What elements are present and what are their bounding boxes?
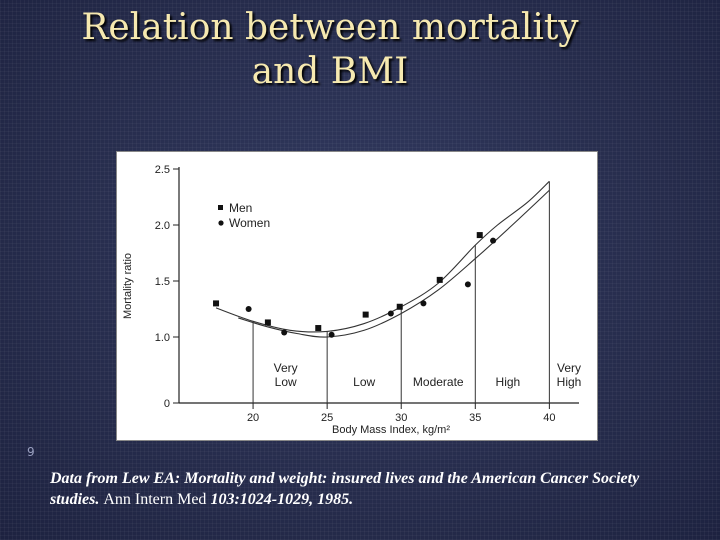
category-label: High [496, 375, 521, 389]
title-line-2: and BMI [251, 51, 409, 92]
legend-label: Men [229, 201, 252, 215]
citation-source: Data from Lew EA: Mortality and weight: … [50, 470, 640, 508]
point-women [420, 300, 427, 307]
point-women [464, 281, 471, 288]
point-women [328, 331, 335, 338]
citation-volume: 103:1024-1029, 1985. [210, 491, 354, 508]
title-line-1: Relation between mortality [81, 7, 579, 48]
point-women [245, 306, 252, 312]
category-label: Moderate [413, 375, 464, 389]
curve-men [215, 180, 550, 333]
mortality-bmi-chart: 0 1.0 1.5 2.0 2.5 20 25 30 35 40 Body Mass Index, … [122, 164, 582, 436]
y-tick-label: 2.5 [155, 164, 170, 176]
y-tick-label: 1.5 [155, 276, 170, 288]
point-men [476, 232, 483, 239]
point-men [396, 303, 403, 310]
point-women [490, 237, 497, 244]
slide-title: Relation between mortality and BMI [20, 6, 640, 94]
point-women [281, 329, 288, 336]
category-label: High [557, 375, 582, 389]
x-axis-label: Body Mass Index, kg/m² [332, 424, 450, 436]
point-men [264, 319, 271, 326]
legend-marker-women [218, 220, 224, 226]
y-axis-label: Mortality ratio [122, 253, 134, 319]
legend-label: Women [229, 216, 270, 230]
point-men [362, 311, 369, 318]
y-tick-label: 1.0 [155, 332, 170, 344]
category-label: Very [557, 361, 581, 375]
citation-journal: Ann Intern Med [103, 491, 207, 508]
x-tick-label: 20 [247, 412, 259, 424]
category-label: Low [353, 375, 375, 389]
point-men [315, 325, 322, 332]
category-label: Low [275, 375, 297, 389]
x-tick-label: 40 [543, 412, 555, 424]
point-men [436, 276, 443, 283]
x-tick-label: 30 [395, 412, 407, 424]
y-tick-label: 0 [164, 398, 170, 410]
chart-frame: 0 1.0 1.5 2.0 2.5 20 25 30 35 40 Body Mass Index, … [116, 151, 598, 441]
point-women [387, 310, 394, 317]
category-label: Very [274, 361, 298, 375]
curve-women [238, 189, 550, 338]
point-men [213, 300, 220, 307]
y-tick-label: 2.0 [155, 220, 170, 232]
citation: Data from Lew EA: Mortality and weight: … [50, 468, 690, 510]
x-tick-label: 35 [469, 412, 481, 424]
slide-number: 9 [27, 445, 35, 459]
legend-marker-men [218, 205, 223, 210]
x-tick-label: 25 [321, 412, 333, 424]
